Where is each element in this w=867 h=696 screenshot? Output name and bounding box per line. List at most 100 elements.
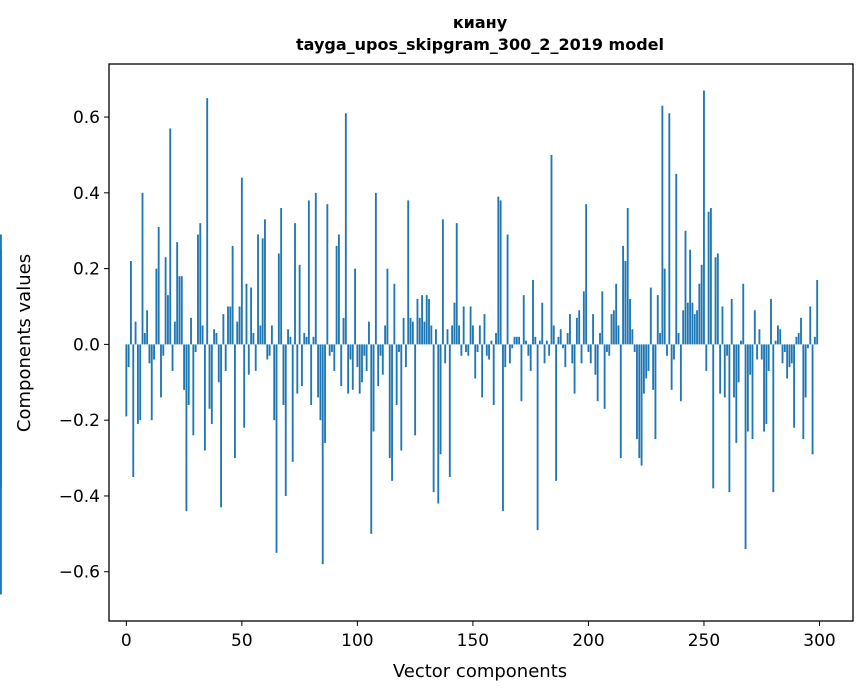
bar	[735, 344, 738, 443]
bar	[298, 264, 301, 345]
bar	[164, 257, 167, 345]
bar	[328, 344, 331, 356]
bar	[423, 321, 426, 345]
bar	[273, 344, 276, 421]
bar	[259, 325, 262, 345]
bar	[654, 344, 657, 440]
bar	[469, 306, 472, 345]
bar	[139, 344, 142, 421]
bar	[742, 283, 745, 345]
bar	[192, 344, 195, 436]
bar	[280, 207, 283, 345]
bar	[589, 344, 592, 364]
bar	[566, 333, 569, 345]
bar	[481, 344, 484, 398]
bar	[518, 336, 521, 345]
bar	[767, 344, 770, 371]
bar	[130, 261, 132, 345]
bar	[173, 321, 176, 345]
bar	[483, 314, 486, 345]
bar	[361, 344, 363, 383]
bar	[321, 344, 324, 565]
bar	[462, 306, 465, 345]
bar	[171, 344, 174, 371]
bar	[529, 344, 532, 371]
bar	[804, 344, 807, 398]
bar	[645, 344, 648, 379]
bar	[770, 298, 772, 345]
bar	[210, 344, 213, 424]
bar	[261, 238, 264, 345]
bar	[208, 344, 211, 409]
bar	[312, 336, 315, 345]
bar	[511, 344, 514, 349]
bar	[811, 344, 814, 455]
bar	[578, 310, 581, 345]
bar	[707, 211, 710, 345]
bar	[601, 291, 604, 345]
bar	[176, 242, 179, 345]
bar	[476, 344, 479, 352]
bar	[347, 344, 350, 394]
bar	[402, 317, 405, 345]
bar	[753, 310, 756, 345]
y-tick-label: −0.6	[59, 563, 100, 583]
bar	[400, 344, 403, 451]
bar	[615, 283, 618, 345]
bar	[740, 340, 742, 345]
y-tick-label: 0.2	[73, 260, 100, 280]
bar	[141, 192, 144, 345]
bar	[585, 204, 588, 345]
bar	[709, 207, 712, 345]
bar	[536, 344, 539, 531]
bar	[421, 295, 424, 345]
bar	[698, 283, 701, 345]
bar	[659, 333, 661, 345]
bar	[580, 344, 583, 364]
bar	[763, 344, 765, 432]
bar	[206, 98, 209, 345]
bar	[167, 295, 169, 345]
bar	[474, 344, 477, 379]
bar	[314, 192, 317, 345]
bar	[636, 344, 638, 440]
bar-series	[0, 90, 819, 595]
y-tick-label: 0.0	[73, 335, 100, 355]
bar	[331, 344, 333, 352]
bar	[0, 276, 2, 345]
bar	[691, 302, 694, 345]
bar	[266, 344, 269, 360]
bar	[201, 325, 204, 345]
bar	[545, 340, 548, 345]
bar	[508, 344, 511, 364]
bar	[409, 317, 412, 345]
bar	[663, 268, 666, 345]
bar	[807, 344, 809, 349]
bar	[146, 310, 149, 345]
bar	[809, 306, 812, 345]
bar	[404, 344, 407, 368]
bar	[633, 344, 636, 352]
bar	[666, 344, 668, 356]
bar	[435, 329, 437, 345]
bar	[344, 113, 347, 345]
bar	[816, 279, 819, 345]
bar	[582, 291, 585, 345]
bar	[284, 344, 287, 496]
bar	[185, 344, 188, 512]
bar	[143, 333, 146, 345]
bar	[358, 344, 361, 394]
bar	[448, 344, 451, 478]
bar	[703, 90, 705, 345]
bar	[190, 317, 192, 345]
bar	[564, 344, 567, 368]
bar	[499, 200, 502, 345]
bar	[319, 344, 322, 421]
bar	[287, 329, 289, 345]
bar	[213, 329, 216, 345]
bar	[629, 298, 631, 345]
y-tick-label: −0.2	[59, 411, 100, 431]
bar	[127, 344, 130, 368]
chart-title: киану	[453, 13, 508, 32]
bar	[555, 344, 558, 481]
